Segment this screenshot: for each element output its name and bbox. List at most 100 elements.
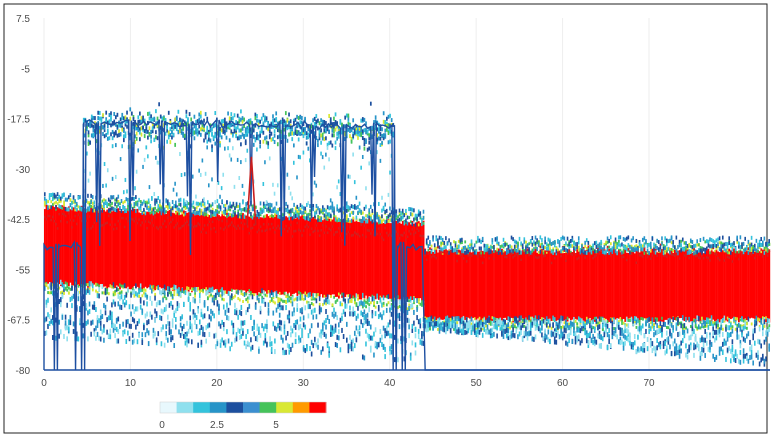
peak-envelope: [141, 221, 144, 224]
density-sparse: [621, 242, 623, 247]
density-fringe: [664, 251, 667, 255]
density-fringe: [625, 245, 628, 249]
density-sparse: [616, 251, 618, 256]
density-fringe: [339, 218, 342, 222]
density-fringe: [88, 286, 91, 290]
peak-envelope: [376, 232, 379, 236]
density-sparse: [763, 236, 766, 241]
peak-envelope: [219, 227, 222, 230]
density-sparse: [181, 288, 184, 294]
density-sparse: [664, 321, 666, 327]
density-fringe: [91, 288, 94, 292]
density-sparse: [331, 311, 334, 317]
density-sparse: [211, 202, 214, 207]
density-sparse: [699, 337, 702, 343]
peak-envelope: [414, 231, 417, 234]
density-sparse: [608, 250, 610, 255]
density-fringe: [270, 214, 273, 218]
density-fringe: [513, 248, 516, 252]
density-core: [526, 251, 529, 321]
density-sparse: [499, 247, 502, 252]
peak-envelope: [322, 223, 324, 227]
density-sparse: [549, 339, 551, 345]
density-sparse: [154, 331, 156, 337]
density-sparse: [168, 330, 171, 336]
density-core: [449, 249, 452, 320]
density-fringe: [242, 292, 244, 296]
density-sparse: [189, 315, 192, 321]
density-fringe: [267, 210, 270, 214]
density-sparse: [696, 250, 698, 255]
density-sparse: [63, 333, 65, 339]
density-sparse: [296, 296, 299, 302]
density-sparse: [363, 301, 366, 307]
peak-envelope: [248, 231, 251, 235]
peak-envelope: [686, 249, 689, 253]
density-core: [664, 251, 667, 320]
density-sparse: [757, 338, 759, 344]
density-core: [355, 218, 358, 297]
density-sparse: [155, 337, 158, 343]
density-core: [357, 221, 359, 296]
density-fringe: [163, 288, 166, 292]
density-core: [283, 217, 286, 296]
density-sparse: [71, 201, 73, 206]
density-sparse: [403, 221, 406, 226]
density-sparse: [87, 319, 89, 325]
density-core: [638, 252, 641, 323]
density-sparse: [294, 210, 297, 215]
peak-envelope: [350, 234, 353, 237]
density-core: [461, 248, 463, 322]
density-sparse: [518, 236, 521, 241]
density-sparse: [507, 328, 510, 334]
density-sparse: [56, 196, 59, 201]
density-core: [267, 216, 270, 294]
peak-envelope: [449, 249, 452, 253]
density-sparse: [320, 329, 323, 335]
density-fringe: [226, 209, 228, 213]
density-sparse: [726, 347, 729, 353]
peak-envelope: [88, 215, 91, 218]
density-sparse: [486, 244, 489, 249]
density-sparse: [619, 235, 622, 240]
density-sparse: [72, 321, 75, 327]
density-sparse: [568, 242, 570, 247]
peak-envelope: [353, 231, 356, 234]
density-fringe: [693, 319, 695, 323]
density-sparse: [248, 209, 251, 214]
density-core: [505, 252, 508, 320]
peak-envelope: [123, 225, 126, 229]
density-sparse: [117, 329, 120, 335]
density-core: [712, 251, 715, 320]
density-fringe: [246, 300, 249, 304]
density-fringe: [165, 204, 168, 208]
density-sparse: [171, 335, 174, 341]
density-core: [234, 212, 236, 290]
density-sparse: [256, 212, 259, 217]
peak-envelope: [558, 250, 561, 254]
density-sparse: [437, 238, 439, 243]
density-sparse: [79, 306, 81, 312]
density-sparse: [693, 251, 695, 256]
density-sparse: [457, 328, 460, 334]
density-sparse: [672, 325, 674, 331]
density-core: [226, 212, 228, 294]
density-fringe: [678, 321, 681, 325]
density-sparse: [175, 316, 177, 322]
density-core: [229, 215, 232, 292]
density-sparse: [581, 244, 583, 249]
density-sparse: [339, 347, 342, 353]
density-fringe: [115, 200, 118, 204]
density-sparse: [681, 246, 684, 251]
density-core: [264, 217, 267, 292]
density-core: [246, 216, 249, 292]
density-sparse: [157, 285, 160, 291]
density-sparse: [435, 237, 438, 242]
density-sparse: [587, 240, 590, 245]
density-sparse: [248, 342, 251, 348]
density-sparse: [294, 332, 297, 338]
density-fringe: [323, 294, 326, 298]
density-fringe: [242, 300, 244, 304]
density-sparse: [521, 243, 524, 248]
density-core: [408, 222, 411, 299]
